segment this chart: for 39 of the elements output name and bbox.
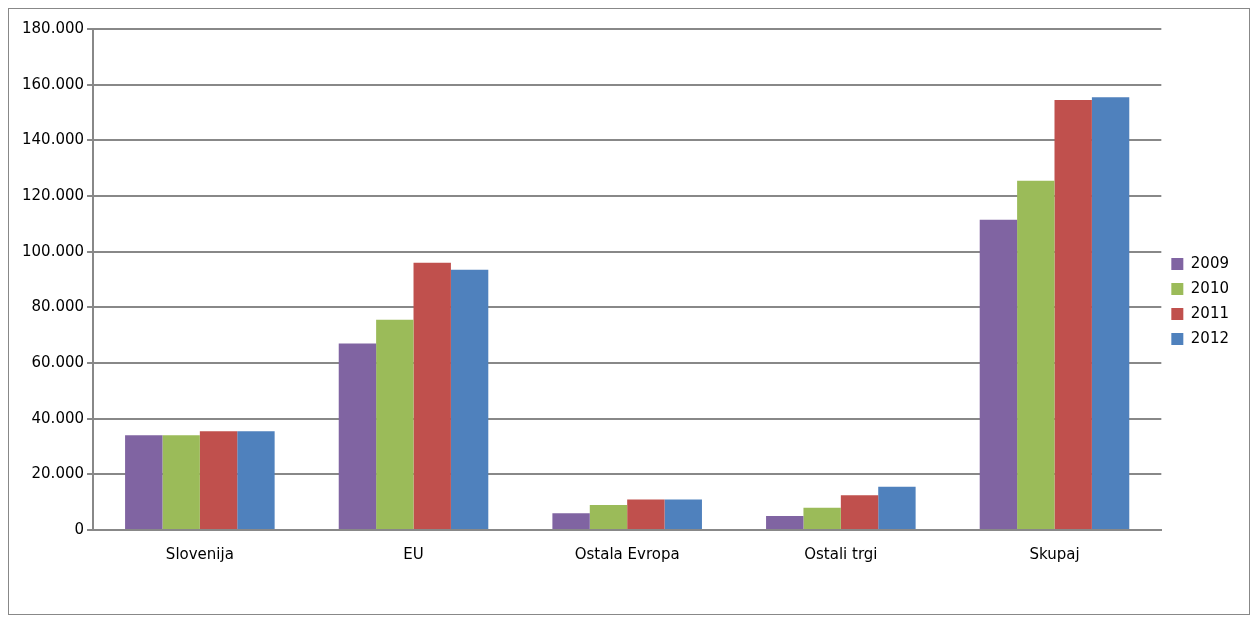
bar xyxy=(878,486,916,529)
bar xyxy=(376,319,414,529)
x-tick-label: EU xyxy=(403,544,424,563)
bar xyxy=(162,435,200,529)
bar xyxy=(979,219,1018,529)
bar xyxy=(664,499,702,529)
y-tick-label: 120.000 xyxy=(22,185,85,204)
bar xyxy=(199,431,238,529)
bar xyxy=(552,513,590,529)
bar xyxy=(1017,180,1055,529)
legend-label: 2012 xyxy=(1190,328,1230,347)
bar xyxy=(237,431,275,529)
bar xyxy=(450,269,489,529)
y-tick-label: 0 xyxy=(74,519,85,538)
y-tick-label: 60.000 xyxy=(31,352,85,371)
legend-label: 2011 xyxy=(1190,303,1230,322)
y-tick-label: 80.000 xyxy=(31,297,85,316)
x-tick-label: Ostala Evropa xyxy=(574,544,680,563)
x-tick-label: Ostali trgi xyxy=(804,544,878,563)
y-tick-label: 20.000 xyxy=(31,464,85,483)
y-tick-label: 180.000 xyxy=(22,18,85,37)
legend-label: 2010 xyxy=(1190,278,1230,297)
bar xyxy=(589,504,628,529)
y-tick-label: 140.000 xyxy=(22,130,85,149)
legend-label: 2009 xyxy=(1190,253,1230,272)
bar xyxy=(125,435,163,529)
y-tick-label: 100.000 xyxy=(22,241,85,260)
y-tick-label: 160.000 xyxy=(22,74,85,93)
y-tick-label: 40.000 xyxy=(31,408,85,427)
x-tick-label: Skupaj xyxy=(1029,544,1080,563)
bar xyxy=(1054,99,1092,529)
bar xyxy=(1091,97,1130,529)
bar xyxy=(803,507,841,529)
bar xyxy=(413,262,451,529)
x-tick-label: Slovenija xyxy=(165,544,234,563)
bar xyxy=(627,499,665,529)
bar xyxy=(840,495,879,529)
bar xyxy=(766,516,804,529)
bar xyxy=(338,343,377,529)
